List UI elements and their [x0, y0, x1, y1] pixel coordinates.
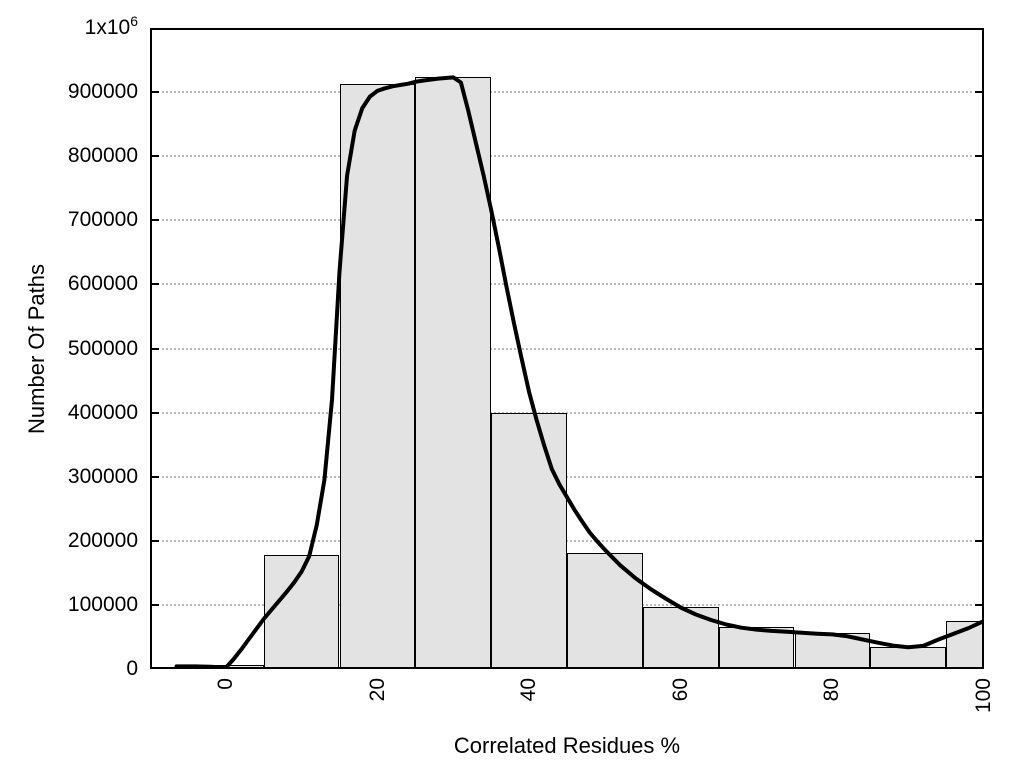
y-tickmark-right-800000 [975, 155, 984, 158]
y-tick-label-500000: 500000 [67, 336, 138, 360]
x-tick-label-20: 20 [365, 678, 389, 702]
y-tick-label-100000: 100000 [67, 592, 138, 616]
x-tick-label-80: 80 [820, 678, 844, 702]
y-tick-label-800000: 800000 [67, 144, 138, 168]
gridline-y-700000 [162, 219, 972, 222]
x-axis-title: Correlated Residues % [453, 733, 681, 758]
y-tick-label-400000: 400000 [67, 400, 138, 424]
y-tick-label-700000: 700000 [67, 208, 138, 232]
y-tickmark-left-300000 [150, 475, 159, 478]
y-tickmark-left-200000 [150, 539, 159, 542]
gridline-y-900000 [162, 91, 972, 94]
exponent: 6 [130, 13, 138, 29]
smooth-curve [174, 75, 984, 669]
gridline-y-300000 [162, 475, 972, 478]
y-tickmark-right-600000 [975, 283, 984, 286]
y-tick-label-200000: 200000 [67, 528, 138, 552]
y-tickmark-left-500000 [150, 347, 159, 350]
x-tick-label-100: 100 [972, 678, 995, 714]
y-tickmark-right-300000 [975, 475, 984, 478]
gridline-y-800000 [162, 155, 972, 158]
y-tickmark-left-800000 [150, 155, 159, 158]
x-tick-label-40: 40 [517, 678, 541, 702]
y-tick-label-0: 0 [126, 657, 138, 680]
gridline-y-600000 [162, 283, 972, 286]
y-tickmark-right-200000 [975, 539, 984, 542]
histogram-bar-2 [339, 84, 416, 669]
y-tick-label-900000: 900000 [67, 80, 138, 104]
plot-area [150, 28, 984, 669]
y-tickmark-left-100000 [150, 603, 159, 606]
histogram-bar-3 [415, 77, 492, 669]
y-tickmark-right-100000 [975, 603, 984, 606]
y-tickmark-right-500000 [975, 347, 984, 350]
gridline-y-200000 [162, 539, 972, 542]
y-tickmark-right-400000 [975, 411, 984, 414]
smooth-curve-path [174, 75, 984, 669]
y-tickmark-left-900000 [150, 91, 159, 94]
histogram-bar-7 [718, 627, 795, 669]
y-tick-label-300000: 300000 [67, 464, 138, 488]
y-tickmark-right-700000 [975, 219, 984, 222]
y-tickmark-left-600000 [150, 283, 159, 286]
x-tick-label-60: 60 [668, 678, 692, 702]
plot-frame [150, 28, 984, 669]
y-tick-label-1000000: 1x106 [84, 13, 138, 39]
gridline-y-400000 [162, 411, 972, 414]
gridline-y-500000 [162, 347, 972, 350]
y-tickmark-right-900000 [975, 91, 984, 94]
y-tickmark-left-700000 [150, 219, 159, 222]
histogram-bar-4 [491, 412, 567, 669]
x-tick-label-0: 0 [213, 678, 237, 690]
y-tickmark-left-400000 [150, 411, 159, 414]
y-tick-label-600000: 600000 [67, 272, 138, 296]
